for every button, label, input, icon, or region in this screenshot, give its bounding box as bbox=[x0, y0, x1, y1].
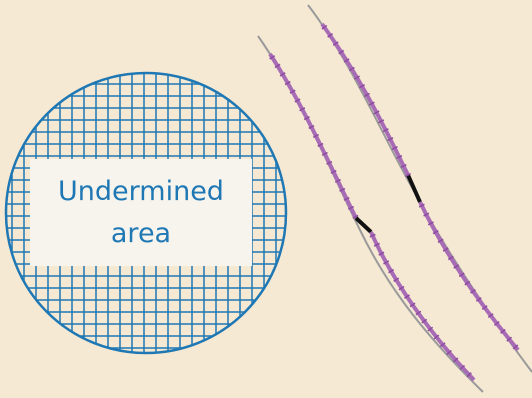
undermined-area-boundary bbox=[4, 71, 288, 355]
line-tick bbox=[332, 41, 339, 47]
right-line-marked-segment-2 bbox=[418, 201, 520, 352]
line-tick bbox=[284, 80, 291, 86]
line-tick bbox=[404, 172, 412, 178]
left-line bbox=[257, 35, 484, 393]
line-tick bbox=[446, 349, 452, 355]
line-tick bbox=[382, 128, 389, 133]
line-tick bbox=[368, 101, 375, 106]
left-line-marked-segment bbox=[268, 52, 358, 219]
line-tick bbox=[433, 334, 440, 340]
line-tick bbox=[321, 24, 328, 30]
line-tick bbox=[348, 66, 355, 72]
line-tick bbox=[279, 72, 286, 77]
line-tick bbox=[415, 310, 422, 316]
line-tick bbox=[343, 196, 350, 201]
line-tick bbox=[506, 336, 513, 342]
line-tick bbox=[363, 92, 370, 98]
line-tick bbox=[388, 268, 395, 274]
line-tick bbox=[308, 124, 315, 130]
line-tick bbox=[378, 119, 385, 124]
right-line-gap bbox=[406, 174, 422, 203]
line-tick bbox=[369, 233, 376, 238]
line-tick bbox=[466, 372, 472, 378]
line-tick bbox=[458, 272, 465, 278]
line-tick bbox=[391, 146, 398, 151]
line-tick bbox=[299, 107, 306, 112]
line-tick bbox=[303, 116, 310, 121]
line-tick bbox=[512, 344, 519, 350]
area-label-line-1: Undermined bbox=[58, 175, 224, 207]
line-tick bbox=[500, 328, 506, 334]
line-tick bbox=[334, 178, 341, 183]
line-tick bbox=[464, 280, 471, 286]
line-tick bbox=[387, 137, 394, 142]
line-tick bbox=[289, 89, 296, 94]
line-tick bbox=[409, 302, 416, 308]
line-tick bbox=[343, 58, 350, 63]
line-tick bbox=[321, 151, 328, 156]
line-tick bbox=[338, 49, 345, 55]
left-line-marked-segment-2 bbox=[369, 231, 476, 382]
line-tick bbox=[439, 342, 446, 348]
line-tick bbox=[294, 98, 301, 103]
line-tick bbox=[400, 163, 407, 169]
line-tick bbox=[432, 230, 439, 235]
line-tick bbox=[327, 33, 334, 38]
line-tick bbox=[353, 75, 360, 80]
line-tick bbox=[373, 110, 380, 115]
line-tick bbox=[427, 221, 434, 226]
line-tick bbox=[352, 214, 359, 219]
line-tick bbox=[423, 212, 430, 217]
line-tick bbox=[459, 364, 466, 371]
line-tick bbox=[393, 277, 400, 282]
line-tick bbox=[453, 264, 460, 269]
line-tick bbox=[269, 55, 276, 60]
line-tick bbox=[437, 238, 444, 244]
line-tick bbox=[470, 288, 476, 294]
line-tick bbox=[447, 255, 454, 261]
line-tick bbox=[274, 63, 281, 69]
line-tick bbox=[347, 205, 355, 210]
line-tick bbox=[452, 357, 459, 363]
line-tick bbox=[398, 285, 405, 291]
line-tick bbox=[404, 294, 410, 299]
line-tick bbox=[442, 247, 449, 252]
line-tick bbox=[493, 321, 500, 326]
line-tick bbox=[421, 318, 428, 324]
line-tick bbox=[427, 326, 434, 332]
line-tick bbox=[359, 84, 366, 89]
left-line-gap bbox=[354, 216, 373, 234]
area-label-line-2: area bbox=[110, 217, 172, 249]
line-tick bbox=[339, 187, 346, 192]
line-tick bbox=[326, 160, 333, 165]
line-ticks bbox=[269, 24, 519, 378]
line-tick bbox=[317, 142, 324, 147]
line-tick bbox=[378, 251, 385, 256]
line-tick bbox=[396, 154, 403, 160]
line-tick bbox=[312, 133, 320, 138]
line-tick bbox=[330, 169, 337, 174]
line-tick bbox=[373, 242, 380, 247]
line-tick bbox=[481, 305, 488, 310]
line-tick bbox=[487, 313, 494, 319]
line-tick bbox=[475, 297, 482, 302]
line-tick bbox=[383, 260, 390, 265]
undermined-area-label: Undermined area bbox=[30, 159, 252, 266]
line-tick bbox=[418, 203, 425, 208]
